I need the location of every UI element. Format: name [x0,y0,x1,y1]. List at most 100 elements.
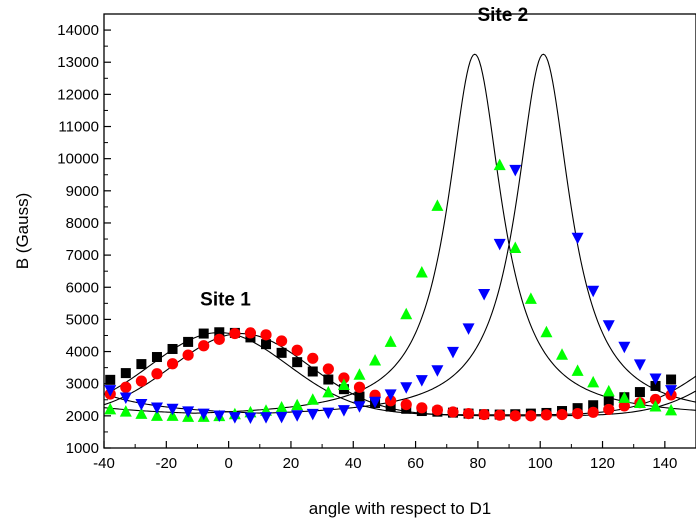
data-point-square [385,401,396,412]
data-point-circle [603,403,615,416]
data-point-circle [447,406,459,418]
y-tick-label: 6000 [66,279,99,296]
data-point-square [634,387,645,398]
data-point-triangle-down [618,341,631,354]
data-point-triangle-down [509,164,522,177]
data-point-triangle-down [104,385,117,397]
data-point-triangle-down [649,373,662,386]
y-tick-label: 11000 [58,119,99,136]
data-point-triangle-up [337,378,350,390]
data-point-triangle-down [571,232,584,245]
y-tick-label: 4000 [66,344,99,361]
data-point-square [650,380,661,391]
data-point-triangle-up [322,385,335,398]
data-point-square [354,391,365,402]
data-point-square [261,339,272,350]
data-point-triangle-down [384,389,397,401]
data-point-circle [338,372,350,384]
data-point-triangle-up [524,292,537,304]
data-point-triangle-up [571,364,584,376]
data-point-square [214,327,225,338]
data-point-triangle-down [213,410,226,423]
data-point-triangle-up [493,158,506,171]
data-point-square [105,374,116,385]
data-point-triangle-down [353,401,366,413]
data-point-triangle-up [649,400,662,412]
data-point-triangle-up [369,354,382,366]
data-point-square [276,347,287,358]
data-point-circle [540,409,553,421]
data-point-square [588,400,599,411]
y-tick-label: 9000 [66,183,99,200]
data-point-triangle-down [260,412,273,424]
x-tick-label: 80 [470,455,487,472]
y-tick-label: 12000 [57,86,99,103]
data-point-triangle-down [587,285,600,298]
data-point-triangle-down [493,238,506,251]
data-point-triangle-down [228,412,241,424]
x-tick-label: 20 [283,455,300,472]
data-point-circle [213,333,225,345]
data-point-triangle-up [104,402,117,415]
data-point-triangle-down [182,406,195,418]
data-point-circle [462,408,475,420]
y-tick-label: 2000 [66,408,99,425]
y-axis-title: B (Gauss) [13,193,32,270]
data-point-triangle-down [400,382,413,394]
data-point-circle [525,410,537,422]
data-point-triangle-up [384,335,397,347]
data-point-circle [276,335,288,347]
data-point-triangle-up [540,325,553,338]
data-point-triangle-down [150,402,163,414]
x-tick-label: 60 [407,455,424,472]
data-point-triangle-down [665,385,678,397]
data-point-triangle-down [291,410,304,422]
data-point-square [307,366,318,377]
data-point-square [292,357,303,368]
data-point-triangle-down [197,408,210,421]
data-point-circle [244,327,257,339]
data-point-circle [307,352,319,364]
data-point-circle [353,381,366,393]
y-tick-label: 13000 [57,54,99,71]
data-point-circle [291,344,303,356]
data-point-circle [182,349,194,361]
data-point-triangle-up [665,403,678,416]
y-tick-label: 5000 [66,311,99,328]
data-point-triangle-down [415,375,428,387]
data-point-triangle-down [306,408,319,421]
data-point-triangle-up [400,307,413,320]
data-point-triangle-down [275,411,288,424]
data-point-triangle-down [478,289,491,301]
x-axis-ticks: -40 -20 0 20 40 60 80 100 120 140 [93,441,677,472]
data-point-triangle-up [291,398,304,411]
y-tick-label: 8000 [66,215,99,232]
y-tick-label: 7000 [66,247,99,264]
data-point-triangle-up [306,393,319,405]
data-point-circle [556,408,568,421]
x-tick-label: 100 [528,455,553,472]
data-point-triangle-down [337,405,350,417]
data-point-triangle-up [509,241,522,254]
data-point-triangle-up [353,368,366,380]
data-point-circle [400,399,412,411]
data-point-square [167,343,178,354]
x-tick-label: -40 [93,455,115,472]
data-point-triangle-down [135,398,148,411]
data-point-triangle-down [446,346,459,359]
data-point-square [136,359,147,370]
data-point-circle [260,329,272,341]
data-point-square [183,336,194,347]
data-point-square [151,352,162,363]
data-point-circle [166,358,179,370]
data-point-square [120,368,131,379]
x-tick-label: 120 [590,455,615,472]
data-point-triangle-up [135,407,148,419]
data-point-square [603,395,614,406]
data-point-triangle-down [633,359,646,371]
data-point-triangle-up [633,396,646,408]
y-tick-label: 14000 [57,22,99,39]
x-tick-label: -20 [155,455,177,472]
data-point-triangle-up [275,400,288,413]
data-point-square [323,374,334,385]
